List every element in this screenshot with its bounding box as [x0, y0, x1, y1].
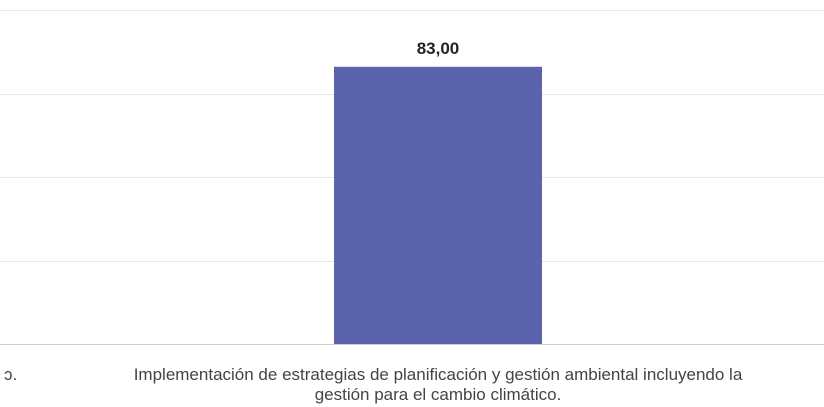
bars [334, 66, 542, 344]
bar-value-label: 83,00 [417, 39, 460, 58]
category-label: Implementación de estrategias de planifi… [48, 365, 824, 405]
bar-chart: 83,00 [0, 10, 824, 345]
value-labels: 83,00 [417, 39, 460, 58]
category-label-line-2: gestión para el cambio climático. [314, 385, 562, 404]
category-label-line-1: Implementación de estrategias de planifi… [133, 365, 743, 384]
category-label-partial: ɔ. [4, 365, 18, 384]
bar [334, 66, 542, 344]
